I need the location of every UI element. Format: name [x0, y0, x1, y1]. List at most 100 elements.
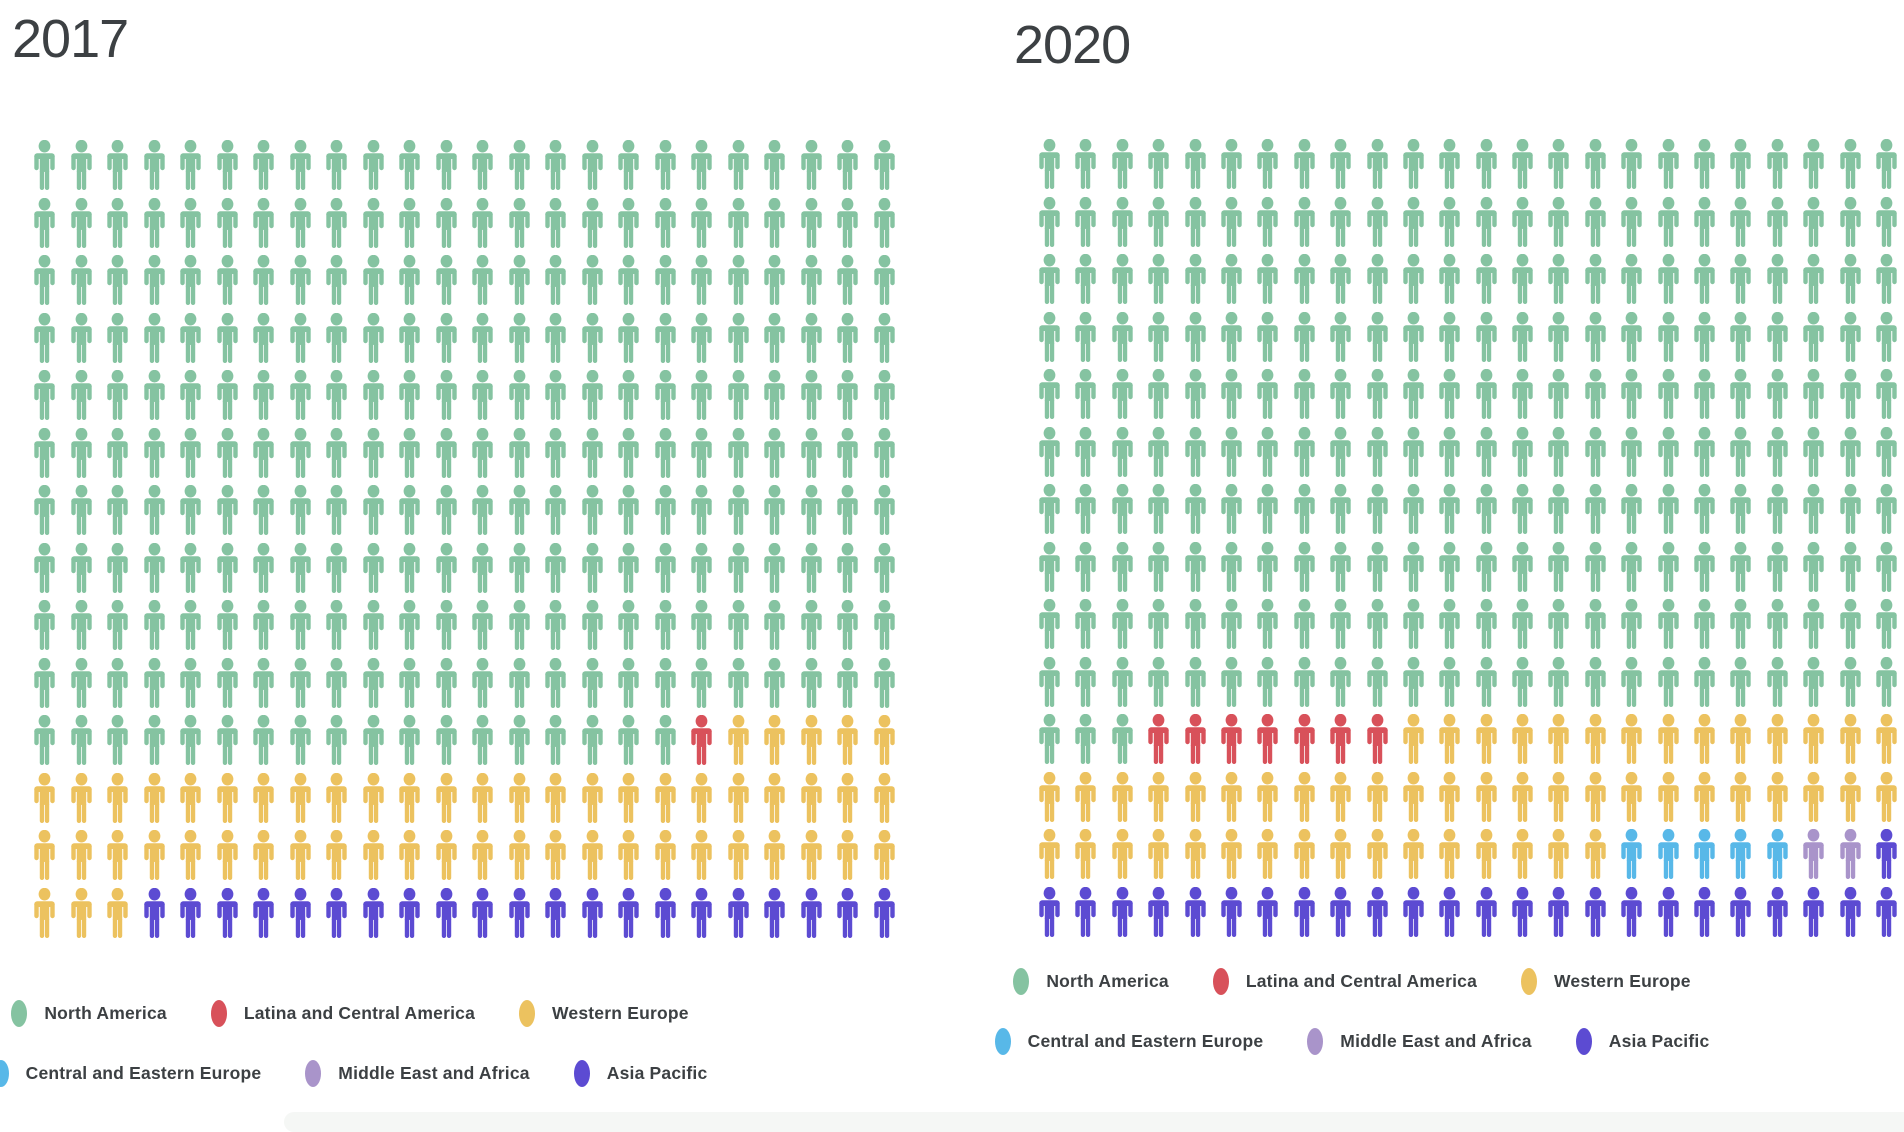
person-icon [612, 772, 645, 823]
person-icon [1106, 484, 1139, 534]
person-icon [1797, 311, 1830, 362]
person-icon [211, 715, 244, 765]
person-icon [722, 772, 755, 823]
person-icon [247, 657, 280, 708]
person-icon [1470, 311, 1503, 362]
person-icon [1397, 139, 1430, 189]
person-icon [1069, 829, 1102, 879]
person-icon [1069, 311, 1102, 362]
person-icon [1361, 714, 1394, 764]
person-icon [1288, 311, 1321, 362]
person-icon [1215, 829, 1248, 879]
person-icon [430, 140, 463, 190]
person-icon [1033, 426, 1066, 477]
person-icon [1069, 599, 1102, 649]
person-icon [1834, 254, 1867, 304]
person-icon [1579, 139, 1612, 189]
person-icon [1542, 254, 1575, 304]
person-icon [1870, 829, 1903, 879]
legend-label: Asia Pacific [1608, 1031, 1710, 1051]
person-icon [1724, 369, 1757, 419]
person-icon [576, 197, 609, 248]
person-icon [1251, 426, 1284, 477]
person-icon [1579, 369, 1612, 419]
person-icon [868, 600, 901, 650]
person-icon [1724, 196, 1757, 247]
person-icon [1834, 196, 1867, 247]
person-icon [174, 485, 207, 535]
person-icon [1106, 656, 1139, 707]
person-icon [1761, 886, 1794, 937]
person-icon [831, 255, 864, 305]
person-icon [430, 427, 463, 478]
person-icon [320, 830, 353, 880]
person-icon [101, 887, 134, 938]
person-icon [320, 542, 353, 593]
pictogram-grid-2020 [1033, 139, 1904, 944]
person-icon [1033, 311, 1066, 362]
legend-item-north-america: North America [11, 1000, 167, 1027]
person-icon [1433, 254, 1466, 304]
person-icon [1652, 771, 1685, 822]
person-icon [1179, 484, 1212, 534]
person-icon [357, 830, 390, 880]
person-icon [1615, 714, 1648, 764]
person-icon [1106, 369, 1139, 419]
person-icon [65, 542, 98, 593]
legend-item-western-europe: Western Europe [519, 1000, 689, 1027]
person-icon [466, 427, 499, 478]
person-icon [1834, 886, 1867, 937]
person-icon [1542, 484, 1575, 534]
person-icon [1179, 771, 1212, 822]
person-icon [1433, 311, 1466, 362]
legend-item-north-america: North America [1013, 968, 1169, 995]
person-icon [138, 255, 171, 305]
person-icon [101, 312, 134, 363]
person-icon [357, 370, 390, 420]
person-icon [466, 657, 499, 708]
person-icon [65, 485, 98, 535]
person-icon [868, 370, 901, 420]
legend-swatch-icon [1307, 1028, 1324, 1055]
person-icon [1470, 541, 1503, 592]
person-icon [1142, 254, 1175, 304]
person-icon [722, 485, 755, 535]
person-icon [758, 600, 791, 650]
person-icon [1724, 254, 1757, 304]
person-icon [1288, 196, 1321, 247]
person-icon [722, 887, 755, 938]
person-icon [1033, 886, 1066, 937]
person-icon [1397, 196, 1430, 247]
person-icon [576, 772, 609, 823]
person-icon [320, 715, 353, 765]
person-icon [1470, 829, 1503, 879]
person-icon [320, 772, 353, 823]
person-icon [1433, 771, 1466, 822]
person-icon [1215, 541, 1248, 592]
person-icon [1579, 426, 1612, 477]
legend-swatch-icon [1013, 968, 1030, 995]
person-icon [612, 715, 645, 765]
person-icon [758, 255, 791, 305]
person-icon [1615, 771, 1648, 822]
legend-row: North America Latina and Central America W… [11, 1000, 689, 1027]
person-icon [649, 600, 682, 650]
person-icon [1033, 541, 1066, 592]
person-icon [1033, 599, 1066, 649]
person-icon [430, 600, 463, 650]
person-icon [393, 600, 426, 650]
person-icon [868, 830, 901, 880]
chart-title-2017: 2017 [12, 9, 129, 69]
person-icon [1615, 656, 1648, 707]
person-icon [1361, 254, 1394, 304]
person-icon [1870, 771, 1903, 822]
person-icon [685, 140, 718, 190]
person-icon [868, 255, 901, 305]
person-icon [1142, 829, 1175, 879]
person-icon [1397, 714, 1430, 764]
person-icon [685, 715, 718, 765]
legend-row: North America Latina and Central America W… [1013, 968, 1691, 995]
legend-label: Middle East and Africa [1340, 1031, 1532, 1051]
person-icon [1615, 369, 1648, 419]
person-icon [722, 542, 755, 593]
